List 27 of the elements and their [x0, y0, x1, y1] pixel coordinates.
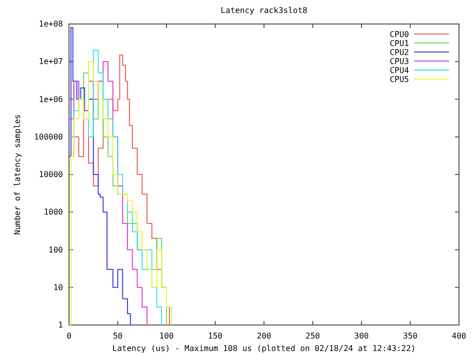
y-tick-label: 1e+08 — [38, 20, 64, 29]
chart-title: Latency rack3slot8 — [220, 6, 308, 15]
y-tick-label: 1000 — [44, 208, 64, 217]
legend-label: CPU1 — [390, 39, 410, 48]
x-tick-label: 200 — [256, 332, 272, 341]
x-axis-title: Latency (us) - Maximum 108 us (plotted on 02/18/24 at 12:43:22) — [112, 344, 416, 353]
y-axis-title: Number of latency samples — [13, 114, 22, 235]
x-tick-label: 150 — [208, 332, 223, 341]
legend-label: CPU4 — [390, 66, 410, 75]
y-tick-label: 100 — [48, 245, 64, 254]
x-tick-label: 50 — [112, 332, 123, 341]
y-tick-label: 1e+06 — [38, 94, 64, 104]
x-tick-label: 350 — [403, 332, 418, 341]
y-tick-label: 100000 — [34, 132, 64, 142]
x-tick-label: 250 — [306, 332, 320, 341]
y-tick-label: 10 — [53, 282, 64, 292]
legend-label: CPU0 — [390, 30, 410, 39]
x-tick-label: 0 — [66, 332, 72, 341]
legend-label: CPU5 — [390, 75, 410, 84]
y-tick-label: 1 — [58, 320, 64, 330]
y-tick-label: 1e+07 — [38, 57, 64, 66]
y-tick-label: 10000 — [38, 170, 64, 180]
x-tick-label: 400 — [452, 332, 466, 341]
x-tick-label: 300 — [354, 332, 369, 341]
x-tick-label: 100 — [159, 332, 174, 341]
legend-label: CPU3 — [390, 57, 410, 66]
legend-label: CPU2 — [390, 48, 410, 57]
